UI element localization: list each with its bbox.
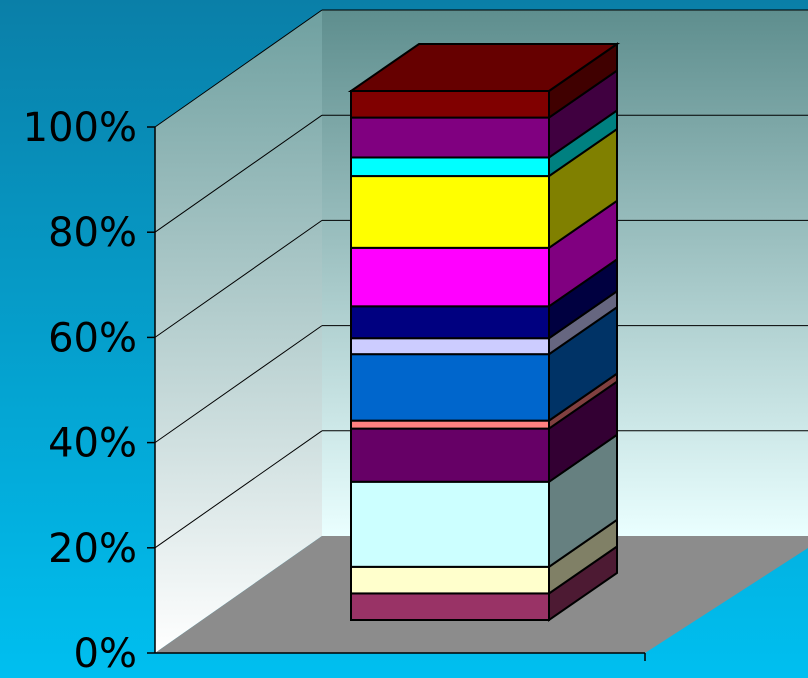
bar-segment-front-8 <box>350 246 550 308</box>
bar-top-face <box>347 43 621 92</box>
bar-stack <box>347 42 621 622</box>
bar-segment-5 <box>350 305 618 423</box>
bar-segment-8 <box>350 198 618 309</box>
y-tick-label-5: 100% <box>23 105 137 151</box>
left-wall <box>155 10 322 653</box>
gridline-left-4 <box>154 114 323 233</box>
bar-segment-front-6 <box>350 337 550 356</box>
y-tick-label-1: 20% <box>48 526 137 572</box>
y-tick-label-4: 80% <box>48 210 137 256</box>
y-tick-label-3: 60% <box>48 315 137 361</box>
bar-segment-front-4 <box>350 419 550 430</box>
gridline-left-5 <box>154 9 323 128</box>
bar-segment-11 <box>350 68 618 160</box>
bar-segment-front-12 <box>350 90 550 119</box>
bar-segment-front-5 <box>350 353 550 422</box>
bar-segment-7 <box>350 257 618 341</box>
gridline-left-2 <box>154 325 323 444</box>
y-axis <box>147 126 646 661</box>
bar-segment-2 <box>350 432 618 569</box>
gridline-left-3 <box>154 219 323 338</box>
gridline-left-1 <box>154 430 323 549</box>
bar-segment-front-3 <box>350 427 550 483</box>
y-tick-labels: 0% 20% 40% 60% 80% 100% <box>23 105 137 677</box>
bar-segment-front-2 <box>350 480 550 568</box>
bar-segment-3 <box>350 379 618 484</box>
bar-segment-front-11 <box>350 116 550 159</box>
bar-segment-front-10 <box>350 156 550 178</box>
bar-segment-front-0 <box>350 592 550 622</box>
y-tick-label-0: 0% <box>74 631 137 677</box>
bar-segment-front-7 <box>350 305 550 340</box>
y-tick-label-2: 40% <box>48 421 137 467</box>
bar-segment-front-9 <box>350 175 550 249</box>
bar-segment-9 <box>350 127 618 250</box>
bar-segment-front-1 <box>350 565 550 595</box>
bar-segment-0 <box>350 544 618 622</box>
